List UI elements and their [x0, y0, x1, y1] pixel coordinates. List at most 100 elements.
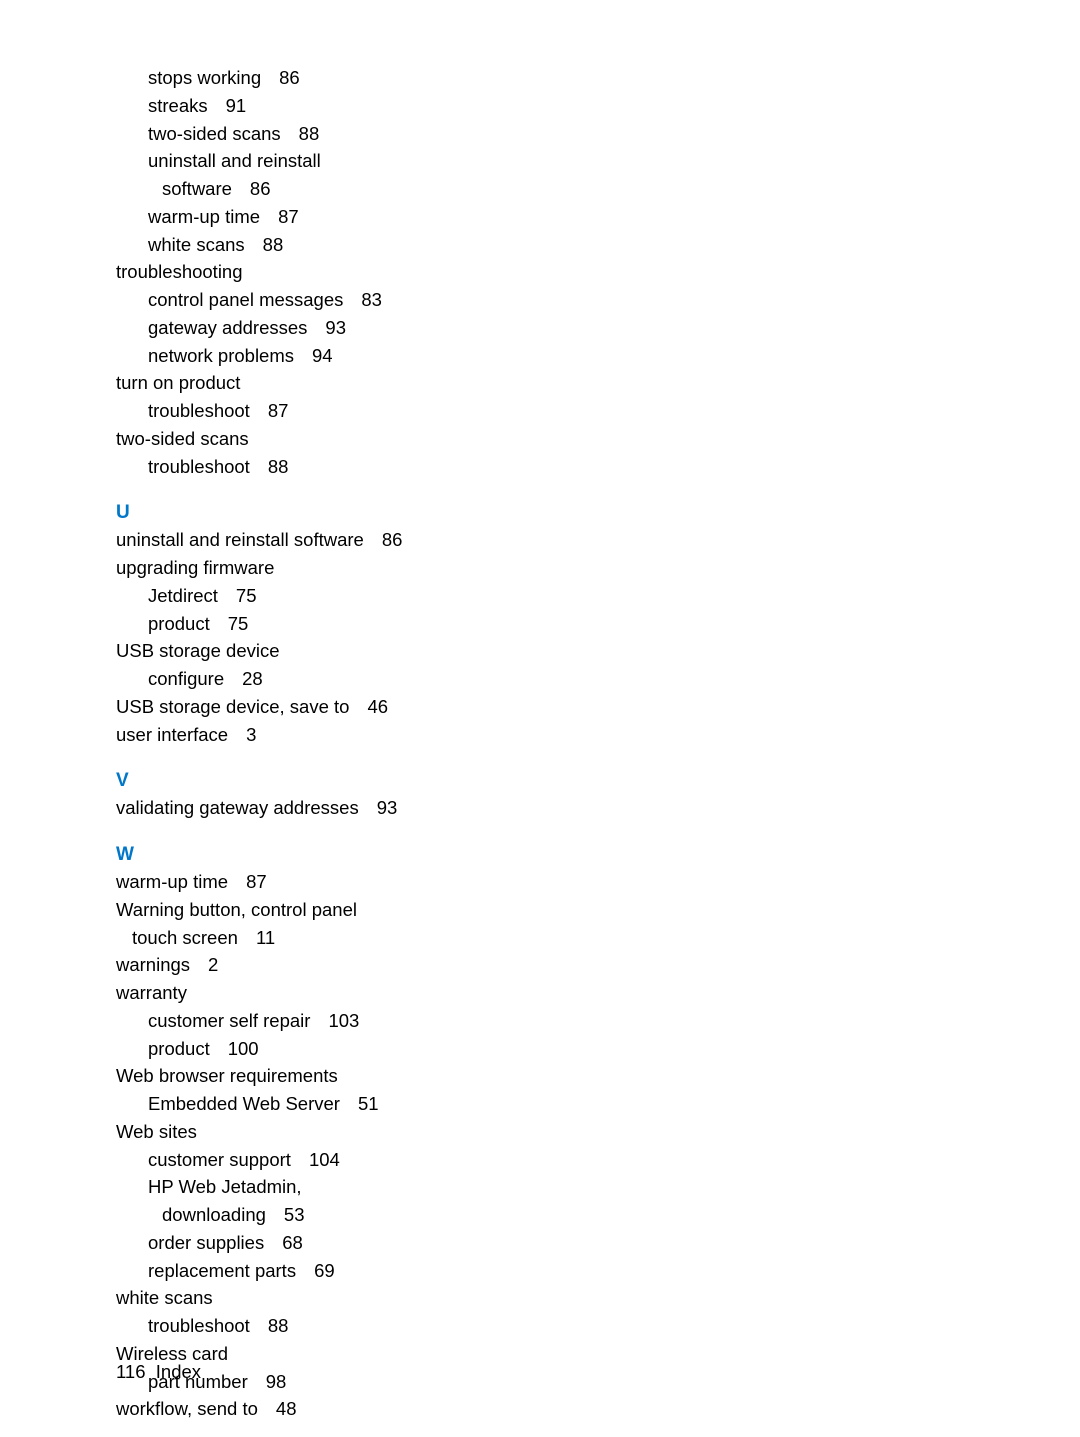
index-entry: troubleshoot87 [116, 397, 1080, 425]
entry-text: gateway addresses [148, 317, 307, 338]
index-entry: white scans [116, 1284, 1080, 1312]
entry-text: upgrading firmware [116, 557, 274, 578]
entry-text: USB storage device [116, 640, 280, 661]
entry-text: replacement parts [148, 1260, 296, 1281]
entry-text: workflow, send to [116, 1398, 258, 1419]
index-entry: turn on product [116, 369, 1080, 397]
entry-page: 86 [250, 175, 271, 203]
index-entry: warranty [116, 979, 1080, 1007]
entry-text: configure [148, 668, 224, 689]
index-entry: USB storage device [116, 637, 1080, 665]
entry-page: 48 [276, 1395, 297, 1423]
index-entry: control panel messages83 [116, 286, 1080, 314]
index-entry: software 86 [116, 175, 1080, 203]
index-entry: white scans 88 [116, 231, 1080, 259]
entry-page: 93 [377, 794, 398, 822]
index-entry: upgrading firmware [116, 554, 1080, 582]
entry-page: 88 [268, 1312, 289, 1340]
index-entry: warm-up time 87 [116, 203, 1080, 231]
entry-text: warranty [116, 982, 187, 1003]
entry-page: 53 [284, 1201, 305, 1229]
index-entry: uninstall and reinstall [116, 147, 1080, 175]
index-entry: uninstall and reinstall software 86 [116, 526, 1080, 554]
entry-page: 100 [228, 1035, 259, 1063]
entry-text: troubleshooting [116, 261, 243, 282]
entry-text: two-sided scans [116, 428, 249, 449]
index-entry: troubleshoot 88 [116, 453, 1080, 481]
entry-text: warm-up time [148, 206, 260, 227]
entry-text: control panel messages [148, 289, 343, 310]
index-entry: replacement parts 69 [116, 1257, 1080, 1285]
index-entry: Warning button, control panel [116, 896, 1080, 924]
entry-page: 98 [266, 1368, 287, 1396]
entry-page: 91 [226, 92, 247, 120]
entry-text: product [148, 1038, 210, 1059]
entry-page: 86 [382, 526, 403, 554]
entry-page: 75 [228, 610, 249, 638]
index-entry: downloading 53 [116, 1201, 1080, 1229]
entry-text: validating gateway addresses [116, 797, 359, 818]
entry-text: touch screen [132, 927, 238, 948]
entry-page: 46 [367, 693, 388, 721]
entry-page: 69 [314, 1257, 335, 1285]
index-entry: two-sided scans [116, 425, 1080, 453]
page-footer: 116 Index [116, 1361, 201, 1383]
section-heading-u: U [116, 502, 1080, 524]
section-heading-w: W [116, 844, 1080, 866]
entry-page: 2 [208, 951, 218, 979]
entry-page: 87 [278, 203, 299, 231]
index-entry: product 100 [116, 1035, 1080, 1063]
entry-text: turn on product [116, 372, 240, 393]
entry-text: product [148, 613, 210, 634]
entry-page: 88 [299, 120, 320, 148]
entry-text: stops working [148, 67, 261, 88]
entry-page: 51 [358, 1090, 379, 1118]
index-entry: product 75 [116, 610, 1080, 638]
index-entry: warnings 2 [116, 951, 1080, 979]
entry-page: 93 [325, 314, 346, 342]
index-entry: Wireless card [116, 1340, 1080, 1368]
entry-text: order supplies [148, 1232, 264, 1253]
entry-text: customer support [148, 1149, 291, 1170]
index-entry: stops working86 [116, 64, 1080, 92]
index-entry: two-sided scans 88 [116, 120, 1080, 148]
index-entry: warm-up time87 [116, 868, 1080, 896]
entry-text: two-sided scans [148, 123, 281, 144]
page-number: 116 [116, 1361, 146, 1382]
entry-text: uninstall and reinstall software [116, 529, 364, 550]
entry-page: 103 [328, 1007, 359, 1035]
index-entry: troubleshooting [116, 258, 1080, 286]
entry-page: 3 [246, 721, 256, 749]
index-entry: Jetdirect75 [116, 582, 1080, 610]
index-entry: Embedded Web Server51 [116, 1090, 1080, 1118]
entry-text: white scans [116, 1287, 213, 1308]
index-entry: HP Web Jetadmin, [116, 1173, 1080, 1201]
index-entry: USB storage device, save to46 [116, 693, 1080, 721]
index-entry: Web sites [116, 1118, 1080, 1146]
entry-text: software [162, 178, 232, 199]
footer-label: Index [156, 1361, 201, 1382]
entry-text: Web sites [116, 1121, 197, 1142]
index-entry: network problems 94 [116, 342, 1080, 370]
entry-text: streaks [148, 95, 208, 116]
section-heading-v: V [116, 770, 1080, 792]
entry-text: user interface [116, 724, 228, 745]
index-entry: touch screen 11 [116, 924, 1080, 952]
entry-text: downloading [162, 1204, 266, 1225]
entry-page: 88 [268, 453, 289, 481]
index-entry: customer support104 [116, 1146, 1080, 1174]
entry-page: 88 [263, 231, 284, 259]
entry-page: 75 [236, 582, 257, 610]
entry-text: troubleshoot [148, 456, 250, 477]
entry-text: warnings [116, 954, 190, 975]
entry-page: 94 [312, 342, 333, 370]
entry-text: customer self repair [148, 1010, 310, 1031]
entry-text: troubleshoot [148, 400, 250, 421]
entry-page: 28 [242, 665, 263, 693]
entry-text: Web browser requirements [116, 1065, 338, 1086]
entry-page: 11 [256, 924, 275, 952]
index-entry: streaks 91 [116, 92, 1080, 120]
entry-text: white scans [148, 234, 245, 255]
index-entry: user interface 3 [116, 721, 1080, 749]
entry-text: network problems [148, 345, 294, 366]
